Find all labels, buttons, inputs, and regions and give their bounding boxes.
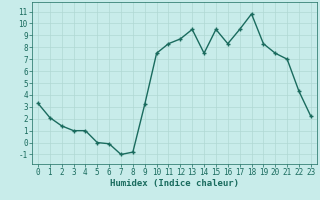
X-axis label: Humidex (Indice chaleur): Humidex (Indice chaleur) [110, 179, 239, 188]
